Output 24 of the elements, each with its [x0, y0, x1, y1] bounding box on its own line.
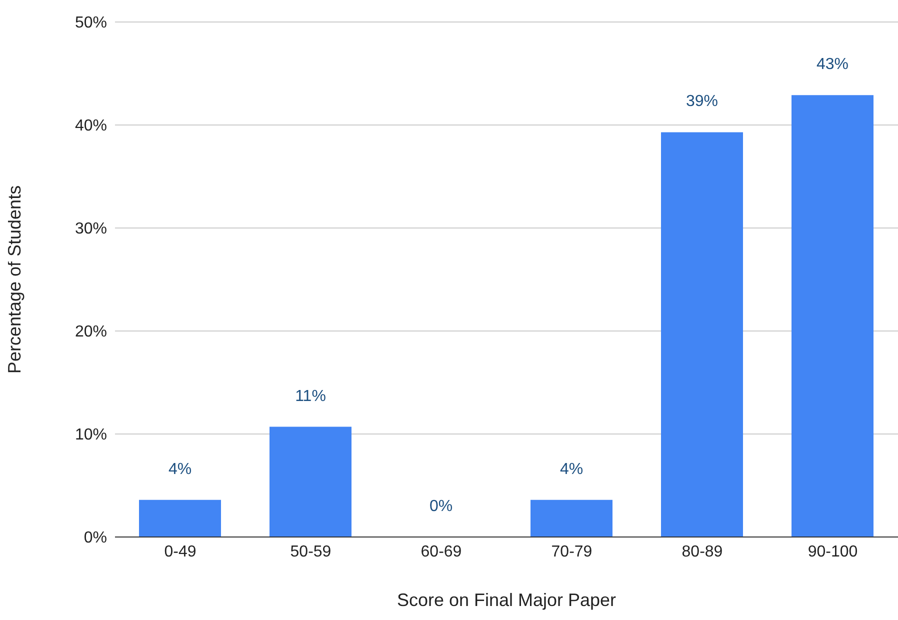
y-tick-label: 0%: [84, 530, 107, 547]
data-label: 39%: [686, 93, 718, 110]
x-tick-label: 70-79: [551, 543, 592, 560]
data-label: 4%: [560, 460, 584, 478]
x-tick-label: 80-89: [682, 543, 723, 560]
bar: [139, 500, 221, 537]
x-tick-label: 0-49: [164, 543, 196, 560]
bar: [270, 426, 352, 537]
x-tick-label: 60-69: [420, 543, 462, 560]
data-label: 4%: [168, 460, 192, 478]
data-label: 0%: [429, 498, 453, 515]
y-tick-label: 50%: [74, 14, 107, 32]
x-axis-title: Score on Final Major Paper: [396, 590, 616, 610]
y-tick-label: 20%: [74, 324, 107, 341]
bar: [792, 95, 874, 537]
y-tick-label: 10%: [74, 426, 107, 444]
x-tick-label: 90-100: [808, 543, 858, 560]
y-tick-label: 30%: [74, 220, 107, 238]
bar: [661, 132, 743, 537]
bar: [530, 500, 612, 537]
data-label: 43%: [816, 56, 849, 74]
data-label: 11%: [295, 388, 326, 405]
y-tick-label: 40%: [74, 118, 107, 135]
x-tick-label: 50-59: [290, 543, 332, 560]
